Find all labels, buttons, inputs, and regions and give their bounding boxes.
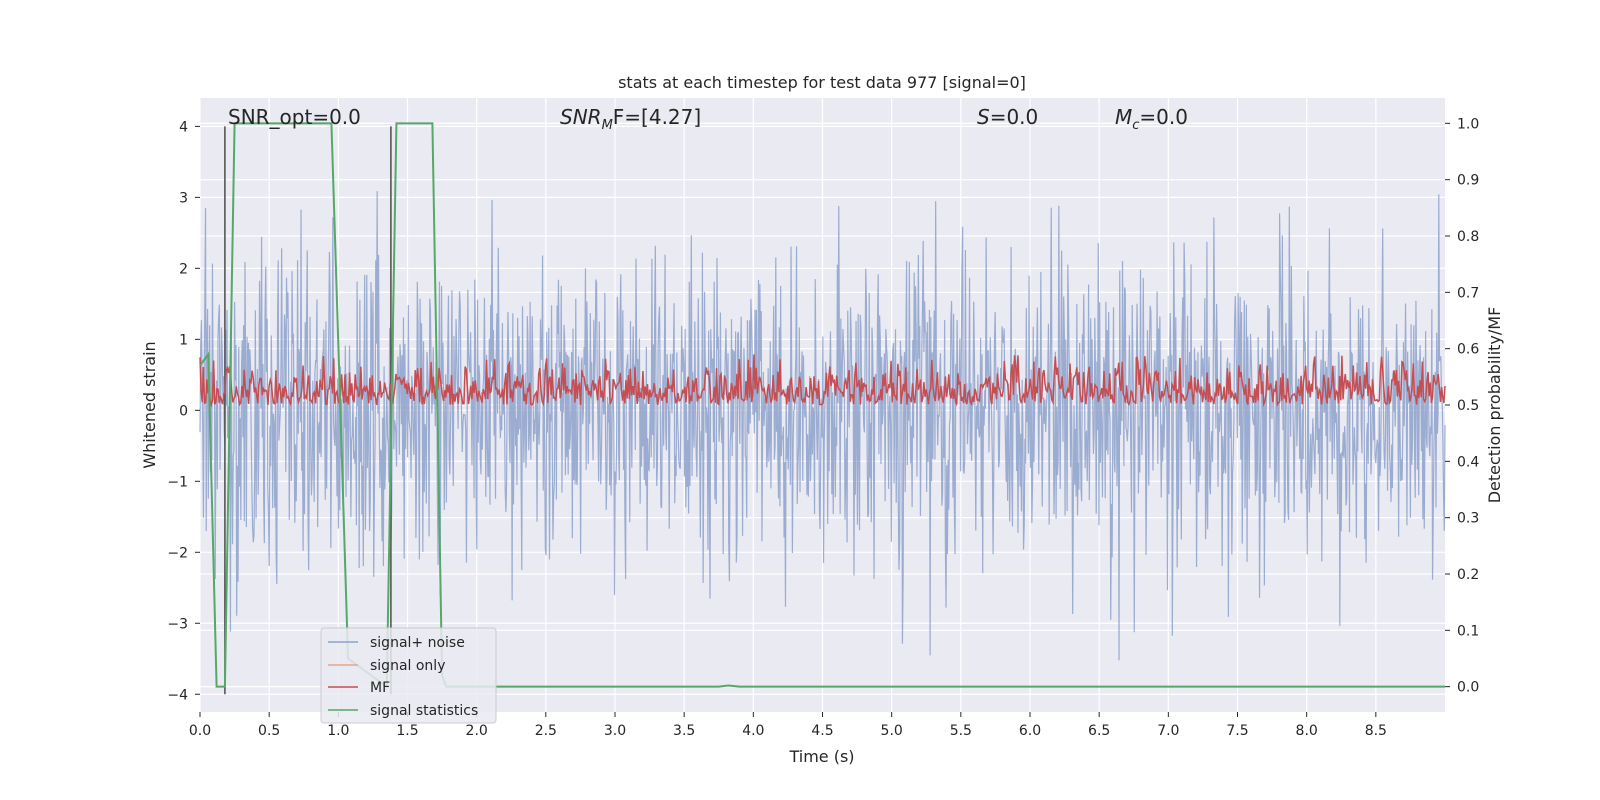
y-left-tick-label: −4 [167,687,188,703]
y-right-tick-label: 0.8 [1457,229,1479,245]
y-left-tick-label: 4 [179,119,188,135]
legend: signal+ noise signal only MF signal stat… [320,627,497,724]
x-tick-label: 2.0 [466,723,488,739]
y-right-tick-label: 0.3 [1457,511,1479,527]
legend-label-signal-noise: signal+ noise [370,635,465,651]
y-right-tick-label: 0.9 [1457,173,1479,189]
x-tick-label: 7.0 [1157,723,1179,739]
legend-label-mf: MF [370,680,390,696]
y-left-axis-label: Whitened strain [140,341,159,468]
y-right-tick-label: 0.1 [1457,623,1479,639]
x-tick-label: 4.5 [811,723,833,739]
x-tick-label: 5.5 [950,723,972,739]
y-left-tick-label: 1 [179,332,188,348]
mf-series [199,354,1446,408]
y-left-tick-label: 3 [179,190,188,206]
x-tick-label: 1.0 [327,723,349,739]
mc-annotation: Mc=0.0 [1115,105,1188,133]
legend-label-signal-statistics: signal statistics [370,703,478,719]
x-tick-label: 3.5 [673,723,695,739]
x-tick-label: 3.0 [604,723,626,739]
y-left-tick-label: −3 [167,616,188,632]
y-right-tick-label: 0.4 [1457,454,1479,470]
y-left-tick-label: 2 [179,261,188,277]
mc-sub: c [1132,118,1139,133]
s-annotation: S=0.0 [977,105,1038,129]
x-tick-label: 0.5 [258,723,280,739]
x-tick-label: 1.5 [396,723,418,739]
x-axis-ticks: 0.0 0.5 1.0 1.5 2.0 2.5 3.0 3.5 4.0 4.5 5.0 5.5 6.0 6… [189,712,1387,739]
x-tick-label: 8.0 [1296,723,1318,739]
x-axis-label: Time (s) [788,747,854,766]
y-left-tick-label: −1 [167,474,188,490]
legend-label-signal-only: signal only [370,658,445,674]
y-right-tick-label: 1.0 [1457,116,1479,132]
x-tick-label: 8.5 [1365,723,1387,739]
y-right-axis-ticks: 1.0 0.9 0.8 0.7 0.6 0.5 0.4 0.3 0.2 0.1 0.0 [1445,116,1479,696]
y-right-tick-label: 0.0 [1457,680,1479,696]
mc-main: M [1115,105,1132,129]
x-tick-label: 6.0 [1019,723,1041,739]
y-left-tick-label: −2 [167,545,188,561]
y-right-tick-label: 0.2 [1457,567,1479,583]
x-tick-label: 6.5 [1088,723,1110,739]
chart-title: stats at each timestep for test data 977… [618,73,1026,92]
s-rest: =0.0 [990,105,1039,129]
mf-line [199,354,1446,408]
mc-rest: =0.0 [1139,105,1188,129]
x-tick-label: 4.0 [742,723,764,739]
signal-noise-line [199,191,1446,661]
x-tick-label: 5.0 [881,723,903,739]
snr-mf-rest: F=[4.27] [613,105,701,129]
legend-box [320,627,497,724]
snr-mf-annotation: SNRMF=[4.27] [560,105,701,133]
y-left-tick-label: 0 [179,403,188,419]
y-right-tick-label: 0.6 [1457,342,1479,358]
x-tick-label: 2.5 [535,723,557,739]
s-main: S [977,105,990,129]
snr-mf-sub: M [602,118,613,133]
x-tick-label: 0.0 [189,723,211,739]
y-right-tick-label: 0.7 [1457,285,1479,301]
y-right-tick-label: 0.5 [1457,398,1479,414]
y-left-axis-ticks: 4 3 2 1 0 −1 −2 −3 −4 [167,119,200,703]
x-tick-label: 7.5 [1226,723,1248,739]
snr-mf-main: SNR [560,105,602,129]
signal-noise-series [199,191,1446,661]
snr-opt-annotation: SNR_opt=0.0 [228,105,361,129]
y-right-axis-label: Detection probability/MF [1485,307,1504,504]
